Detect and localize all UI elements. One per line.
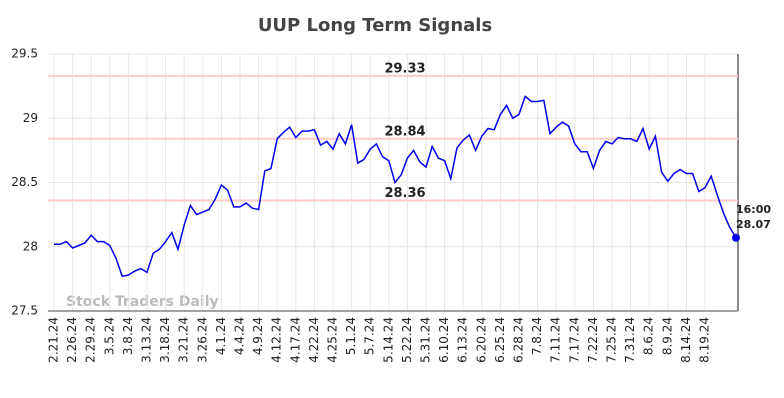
x-tick-label: 4.9.24 (251, 317, 265, 355)
y-tick-label: 28.5 (11, 175, 38, 189)
x-tick-label: 3.5.24 (102, 317, 116, 355)
x-tick-label: 8.19.24 (698, 317, 712, 363)
x-tick-label: 3.8.24 (121, 317, 135, 355)
x-tick-label: 7.25.24 (605, 317, 619, 363)
x-tick-label: 3.26.24 (195, 317, 209, 363)
last-time: 16:00 (736, 203, 771, 216)
x-tick-label: 2.29.24 (84, 317, 98, 363)
x-tick-label: 6.28.24 (512, 317, 526, 363)
y-tick-label: 27.5 (11, 304, 38, 318)
x-tick-label: 4.4.24 (233, 317, 247, 355)
level-label: 29.33 (384, 61, 425, 76)
x-tick-label: 6.20.24 (474, 317, 488, 363)
x-tick-label: 5.7.24 (363, 317, 377, 355)
x-tick-label: 7.22.24 (586, 317, 600, 363)
x-tick-label: 7.17.24 (567, 317, 581, 363)
x-tick-label: 6.25.24 (493, 317, 507, 363)
y-tick-label: 28 (23, 239, 38, 253)
x-tick-label: 5.1.24 (344, 317, 358, 355)
x-tick-label: 4.17.24 (288, 317, 302, 363)
x-tick-label: 3.18.24 (158, 317, 172, 363)
chart-title: UUP Long Term Signals (258, 15, 492, 36)
last-value: 28.07 (736, 218, 771, 231)
x-tick-label: 4.12.24 (270, 317, 284, 363)
x-tick-label: 7.11.24 (549, 317, 563, 363)
x-tick-label: 2.21.24 (47, 317, 61, 363)
x-tick-label: 6.13.24 (456, 317, 470, 363)
watermark: Stock Traders Daily (66, 294, 219, 310)
x-tick-label: 5.14.24 (381, 317, 395, 363)
x-tick-label: 4.1.24 (214, 317, 228, 355)
x-tick-label: 4.22.24 (307, 317, 321, 363)
x-tick-label: 7.31.24 (623, 317, 637, 363)
x-tick-label: 6.10.24 (437, 317, 451, 363)
level-label: 28.84 (384, 124, 425, 139)
x-tick-label: 7.8.24 (530, 317, 544, 355)
x-tick-label: 5.31.24 (419, 317, 433, 363)
x-tick-label: 5.22.24 (400, 317, 414, 363)
x-tick-label: 3.13.24 (140, 317, 154, 363)
x-tick-label: 4.25.24 (326, 317, 340, 363)
x-tick-label: 2.26.24 (65, 317, 79, 363)
x-tick-label: 8.6.24 (642, 317, 656, 355)
y-tick-label: 29 (23, 111, 38, 125)
x-tick-label: 8.9.24 (660, 317, 674, 355)
price-line (54, 95, 737, 278)
y-tick-label: 29.5 (11, 47, 38, 61)
level-label: 28.36 (384, 186, 425, 201)
x-tick-label: 3.21.24 (177, 317, 191, 363)
x-tick-label: 8.14.24 (679, 317, 693, 363)
last-point (732, 233, 740, 242)
